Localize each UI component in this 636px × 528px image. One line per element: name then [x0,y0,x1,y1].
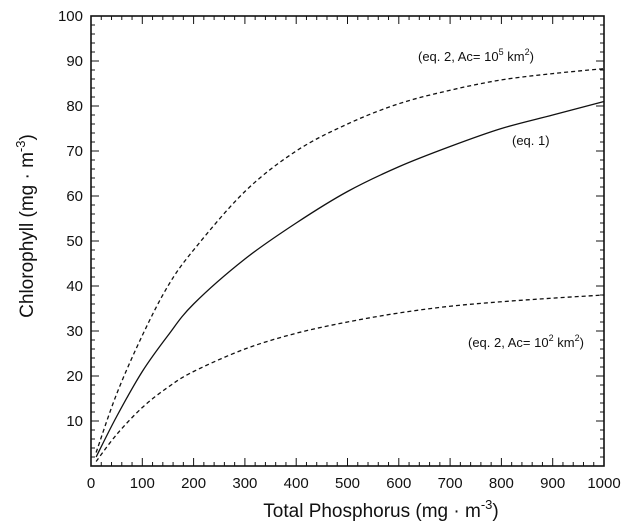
y-tick-label: 20 [66,368,83,385]
y-tick-label: 50 [66,233,83,250]
x-tick-label: 1000 [587,475,620,492]
tick-labels: 0 100 200 300 400 500 600 700 800 900 1000 10 20 30 40… [58,8,621,492]
x-axis-title: Total Phosphorus (mg · m-3) [263,497,498,522]
x-tick-label: 500 [335,475,360,492]
y-tick-label: 30 [66,323,83,340]
plot-frame [90,15,605,467]
y-tick-label: 90 [66,53,83,70]
y-tick-label: 60 [66,188,83,205]
y-axis-title: Chlorophyll (mg · m-3) [13,134,38,318]
x-tick-label: 100 [130,475,155,492]
y-tick-label: 80 [66,98,83,115]
x-tick-label: 700 [438,475,463,492]
series-label-eq1: (eq. 1) [512,133,550,148]
series-line-1 [95,100,605,458]
x-tick-label: 400 [284,475,309,492]
series-lines [95,68,605,462]
x-tick-label: 800 [489,475,514,492]
series-line-2 [95,294,605,462]
x-tick-label: 900 [540,475,565,492]
y-tick-label: 70 [66,143,83,160]
series-label-eq2-ac-1e2: (eq. 2, Ac= 102 km2) [468,333,584,350]
tick-marks [90,15,605,467]
series-label-eq2-ac-1e5: (eq. 2, Ac= 105 km2) [418,47,534,64]
y-tick-label: 10 [66,413,83,430]
x-tick-label: 200 [181,475,206,492]
y-tick-label: 40 [66,278,83,295]
x-tick-label: 300 [232,475,257,492]
series-line-0 [95,68,605,453]
x-tick-label: 0 [87,475,95,492]
x-tick-label: 600 [386,475,411,492]
y-tick-label: 100 [58,8,83,25]
